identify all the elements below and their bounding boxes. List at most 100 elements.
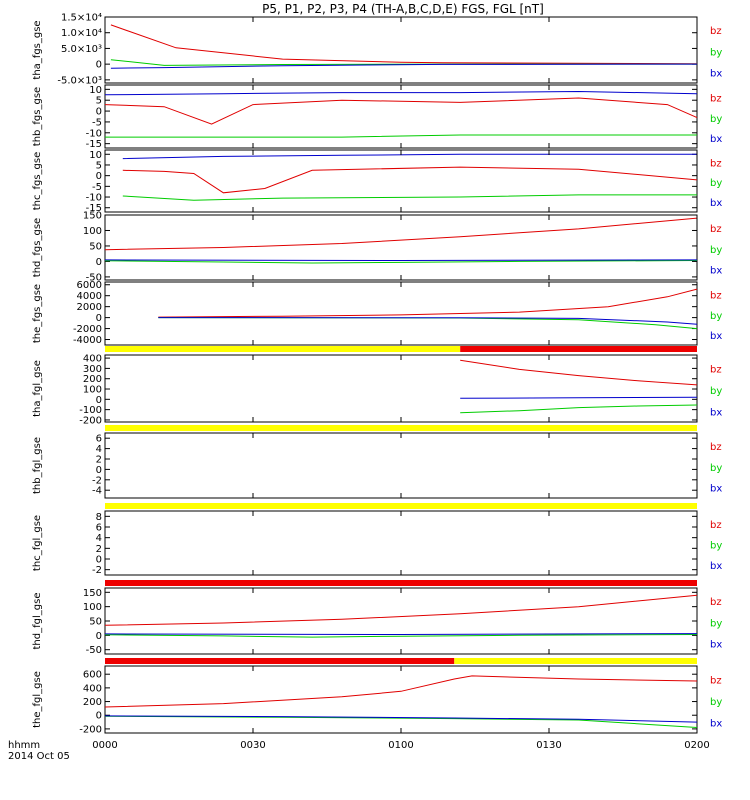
y-tick-label: -50 [86, 645, 102, 656]
y-tick-label: 400 [83, 683, 102, 694]
y-tick-label: 2000 [77, 302, 102, 313]
series-line-bx [104, 90, 698, 96]
mode-bar-red [105, 580, 697, 586]
y-tick-label: -4000 [73, 335, 102, 346]
y-tick-label: 0 [96, 257, 102, 268]
legend-bx: bx [710, 561, 722, 572]
panel-frame [104, 587, 698, 655]
legend-by: by [710, 463, 722, 474]
series-line-bz [460, 359, 698, 386]
x-tick-label: 0100 [388, 740, 413, 751]
y-tick-label: 600 [83, 670, 102, 681]
series-line-bx [122, 153, 697, 160]
legend-bx: bx [710, 134, 722, 145]
y-tick-label: -5 [92, 117, 102, 128]
y-tick-label: 5 [96, 160, 102, 171]
x-tick-label: 0200 [684, 740, 709, 751]
series-line-bz [158, 288, 698, 318]
y-tick-label: -50 [86, 272, 102, 283]
y-axis-label: tha_fgs_gse [32, 20, 43, 79]
y-tick-label: 2 [96, 455, 102, 466]
x-tick-label: 0000 [92, 740, 117, 751]
y-tick-label: 0 [96, 465, 102, 476]
legend-by: by [710, 311, 722, 322]
panel-the_fgl_gse: -200 0 200 400 600 the_fgl_gse bz by bx [32, 665, 722, 735]
y-tick-label: 6000 [77, 280, 102, 291]
legend-by: by [710, 386, 722, 397]
legend-bz: bz [710, 158, 722, 169]
y-tick-label: -2 [92, 565, 102, 576]
y-tick-label: 100 [83, 602, 102, 613]
y-tick-label: -10 [86, 128, 102, 139]
panel-frame [104, 281, 698, 346]
panel-frame [104, 665, 698, 734]
y-tick-label: 10 [89, 85, 102, 96]
plot-title: P5, P1, P2, P3, P4 (TH-A,B,C,D,E) FGS, F… [262, 2, 544, 16]
legend-bz: bz [710, 224, 722, 235]
y-tick-label: -5.0×10³ [57, 75, 102, 86]
legend-by: by [710, 618, 722, 629]
y-tick-label: 2 [96, 544, 102, 555]
y-tick-label: 4 [96, 444, 102, 455]
panel-thd_fgl_gse: -50 0 50 100 150 thd_fgl_gse bz by bx [32, 587, 722, 664]
legend-bz: bz [710, 291, 722, 302]
series-line-bx [158, 317, 698, 325]
series-line-by [104, 260, 698, 264]
y-tick-label: 4 [96, 533, 102, 544]
y-tick-label: -200 [79, 724, 102, 735]
legend-bx: bx [710, 639, 722, 650]
y-tick-label: -2000 [73, 324, 102, 335]
time-axis-label: hhmm [8, 740, 40, 751]
y-tick-label: -10 [86, 193, 102, 204]
y-tick-label: -4 [92, 486, 102, 497]
y-tick-label: 1.5×10⁴ [61, 13, 102, 24]
panel-frame [104, 214, 698, 281]
mode-bar-yellow [105, 425, 697, 431]
y-axis-label: thb_fgl_gse [32, 437, 43, 494]
y-tick-label: 0 [96, 60, 102, 71]
legend-by: by [710, 47, 722, 58]
y-axis-label: thc_fgl_gse [32, 515, 43, 571]
mode-bar-red [105, 658, 455, 664]
x-tick-label: 0130 [536, 740, 561, 751]
y-tick-label: 150 [83, 588, 102, 599]
y-axis-label: thd_fgl_gse [32, 593, 43, 650]
y-tick-label: 6 [96, 523, 102, 534]
y-tick-label: 0 [96, 555, 102, 566]
x-tick-label: 0030 [240, 740, 265, 751]
y-axis-label: thb_fgs_gse [32, 87, 43, 146]
series-line-bz [110, 24, 698, 65]
series-line-bz [104, 97, 698, 125]
series-line-by [105, 134, 697, 138]
date-label: 2014 Oct 05 [8, 751, 70, 762]
legend-bx: bx [710, 484, 722, 495]
y-tick-label: 10 [89, 150, 102, 161]
y-tick-label: 4000 [77, 291, 102, 302]
y-tick-label: 0 [96, 711, 102, 722]
series-line-bz [104, 594, 698, 626]
series-line-by [104, 715, 698, 728]
series-line-bx [104, 259, 698, 262]
panel-stack: -5.0×10³ 0 5.0×10³ 1.0×10⁴ 1.5×10⁴ tha_fgs_gs… [32, 13, 722, 752]
series-line-bx [104, 715, 698, 723]
legend-by: by [710, 114, 722, 125]
series-line-bz [122, 166, 698, 194]
y-tick-label: 400 [83, 354, 102, 365]
y-tick-label: 5.0×10³ [61, 44, 102, 55]
series-line-by [460, 404, 698, 414]
legend-bz: bz [710, 442, 722, 453]
y-tick-label: 150 [83, 211, 102, 222]
legend-bz: bz [710, 675, 722, 686]
y-tick-label: 100 [83, 385, 102, 396]
y-tick-label: 0 [96, 107, 102, 118]
panel-tha_fgs_gse: -5.0×10³ 0 5.0×10³ 1.0×10⁴ 1.5×10⁴ tha_fgs_gs… [32, 13, 722, 87]
panel-frame [104, 354, 698, 423]
legend-bx: bx [710, 407, 722, 418]
y-axis-label: tha_fgl_gse [32, 360, 43, 417]
legend-by: by [710, 178, 722, 189]
